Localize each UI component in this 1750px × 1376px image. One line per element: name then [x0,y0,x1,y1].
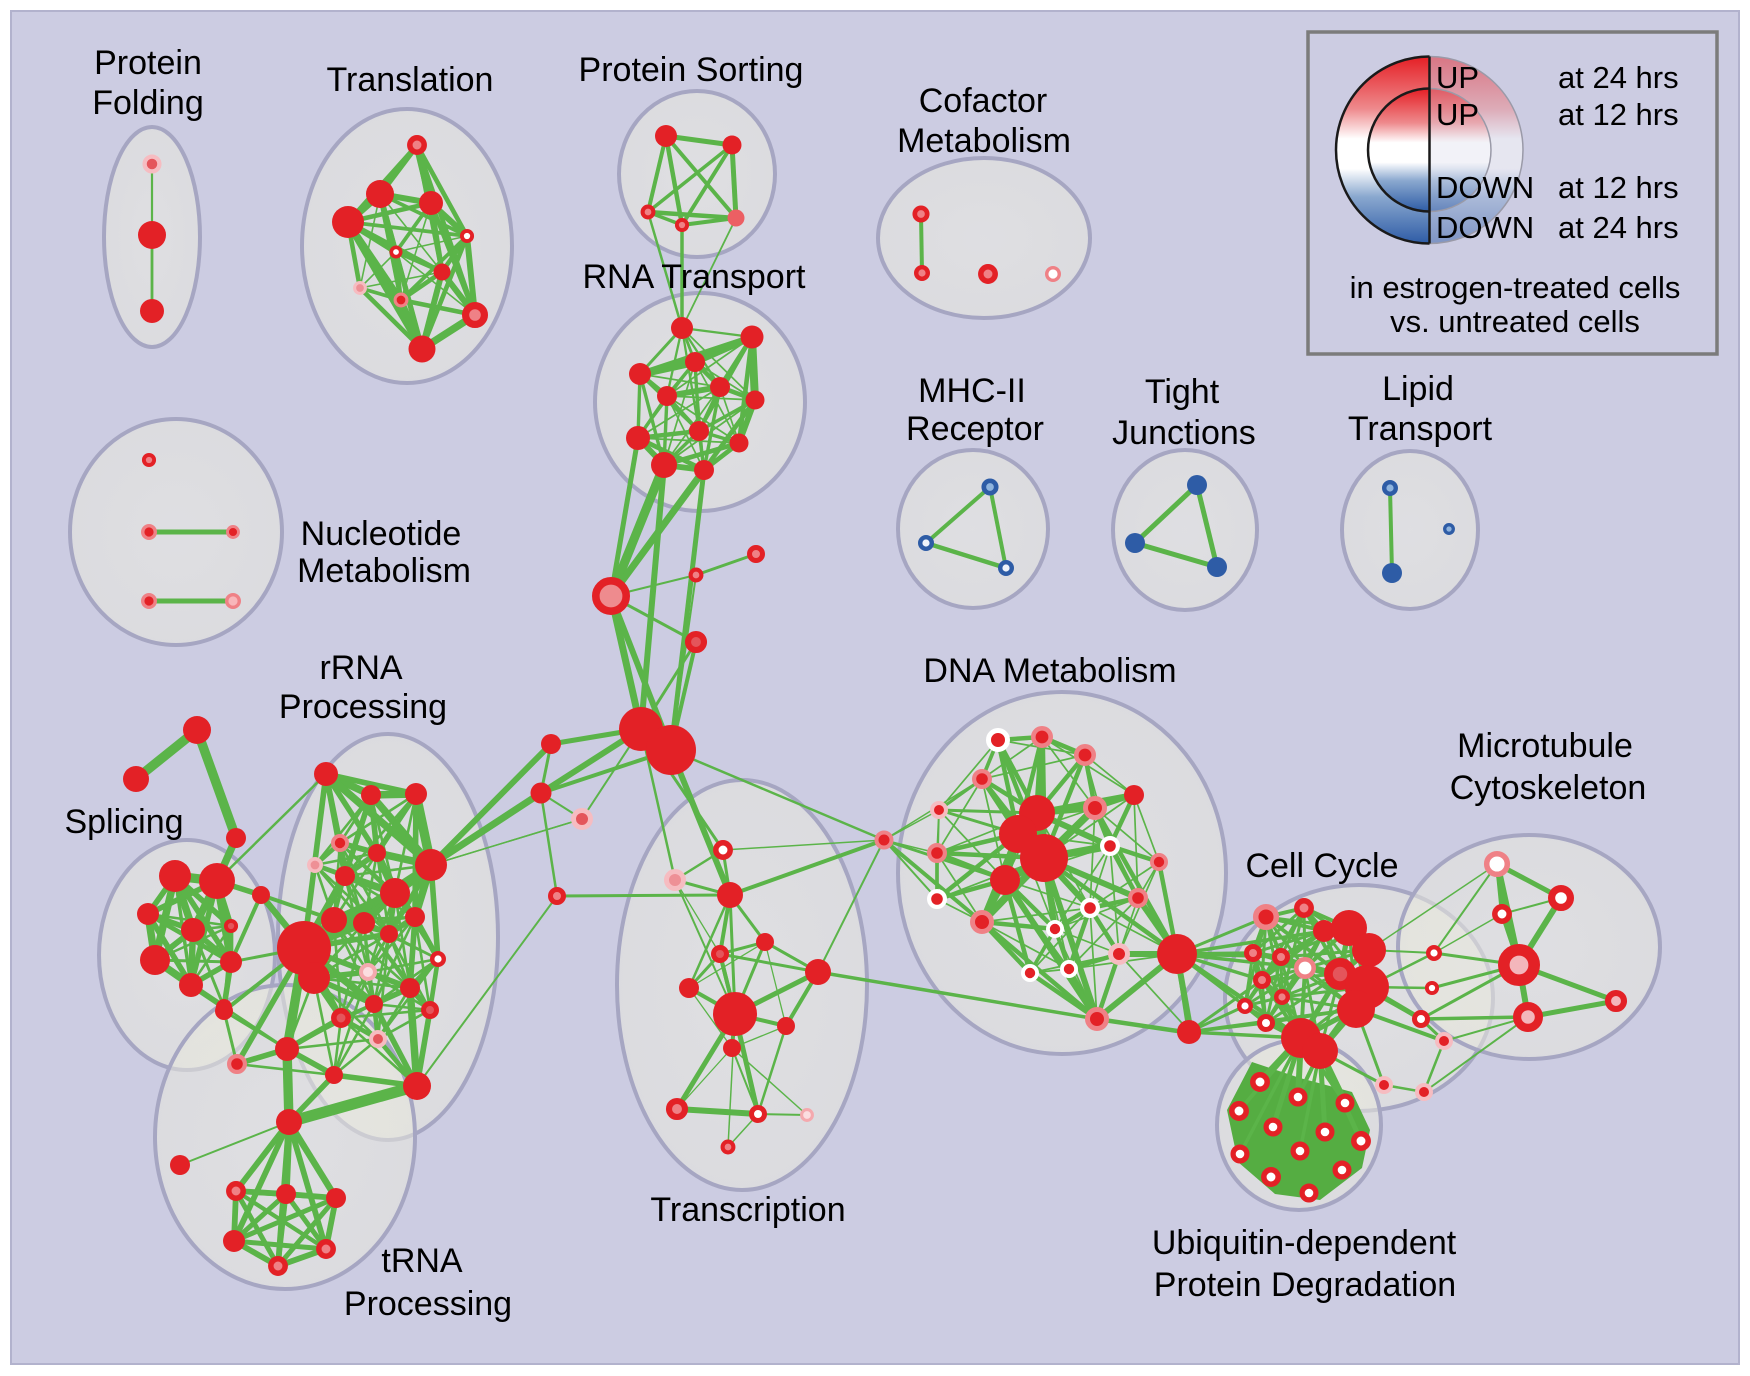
svg-text:Microtubule: Microtubule [1457,727,1633,765]
svg-text:Transport: Transport [1348,410,1493,448]
svg-text:vs. untreated cells: vs. untreated cells [1390,304,1640,339]
svg-text:Tight: Tight [1145,373,1220,411]
svg-text:Nucleotide: Nucleotide [301,515,462,553]
svg-text:at 12 hrs: at 12 hrs [1558,170,1679,205]
svg-text:Protein Sorting: Protein Sorting [579,51,804,89]
svg-text:Junctions: Junctions [1112,414,1256,452]
svg-text:in estrogen-treated cells: in estrogen-treated cells [1350,270,1681,305]
svg-text:Transcription: Transcription [650,1191,845,1229]
svg-text:Processing: Processing [344,1285,512,1323]
svg-text:at 24 hrs: at 24 hrs [1558,210,1679,245]
svg-text:Protein: Protein [94,44,202,82]
svg-text:UP: UP [1436,97,1479,132]
svg-text:Processing: Processing [279,688,447,726]
svg-text:at 24 hrs: at 24 hrs [1558,60,1679,95]
svg-text:MHC-II: MHC-II [918,372,1026,410]
svg-text:at 12 hrs: at 12 hrs [1558,97,1679,132]
svg-text:RNA Transport: RNA Transport [583,258,807,296]
svg-text:Splicing: Splicing [64,803,183,841]
svg-text:DOWN: DOWN [1436,170,1534,205]
svg-text:Cell Cycle: Cell Cycle [1245,847,1398,885]
svg-text:Cytoskeleton: Cytoskeleton [1450,769,1647,807]
svg-text:Metabolism: Metabolism [897,122,1071,160]
svg-text:Translation: Translation [327,61,494,99]
svg-text:Receptor: Receptor [906,410,1044,448]
svg-text:tRNA: tRNA [381,1242,463,1280]
svg-text:Ubiquitin-dependent: Ubiquitin-dependent [1152,1224,1457,1262]
svg-text:Cofactor: Cofactor [919,82,1048,120]
svg-text:Metabolism: Metabolism [297,552,471,590]
svg-text:Protein Degradation: Protein Degradation [1154,1266,1456,1304]
svg-text:DNA Metabolism: DNA Metabolism [923,652,1176,690]
svg-text:DOWN: DOWN [1436,210,1534,245]
svg-text:UP: UP [1436,60,1479,95]
svg-text:Lipid: Lipid [1382,370,1454,408]
svg-text:rRNA: rRNA [319,649,402,687]
svg-text:Folding: Folding [92,84,204,122]
